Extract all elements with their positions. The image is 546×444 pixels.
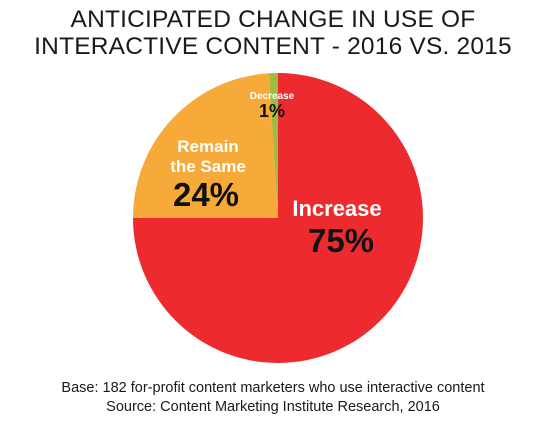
decrease-value-label: 1%: [259, 101, 285, 121]
pie-slices: [133, 73, 423, 363]
chart-title-line-1: ANTICIPATED CHANGE IN USE OF: [70, 6, 476, 33]
footer-source-note: Source: Content Marketing Institute Rese…: [106, 399, 440, 415]
decrease-label: Decrease: [250, 91, 295, 102]
remain-the-same-label-line-1: Remain: [177, 137, 238, 156]
increase-value-label: 75%: [308, 222, 374, 259]
chart-title-line-2: INTERACTIVE CONTENT - 2016 VS. 2015: [34, 33, 512, 60]
remain-the-same-label-line-2: the Same: [170, 157, 246, 176]
pie-slice-remain-the-same: [133, 73, 278, 218]
increase-label: Increase: [292, 196, 381, 221]
remain-the-same-value-label: 24%: [173, 176, 239, 213]
pie-slice-decrease: [268, 73, 278, 218]
footer-base-note: Base: 182 for-profit content marketers w…: [61, 380, 485, 396]
